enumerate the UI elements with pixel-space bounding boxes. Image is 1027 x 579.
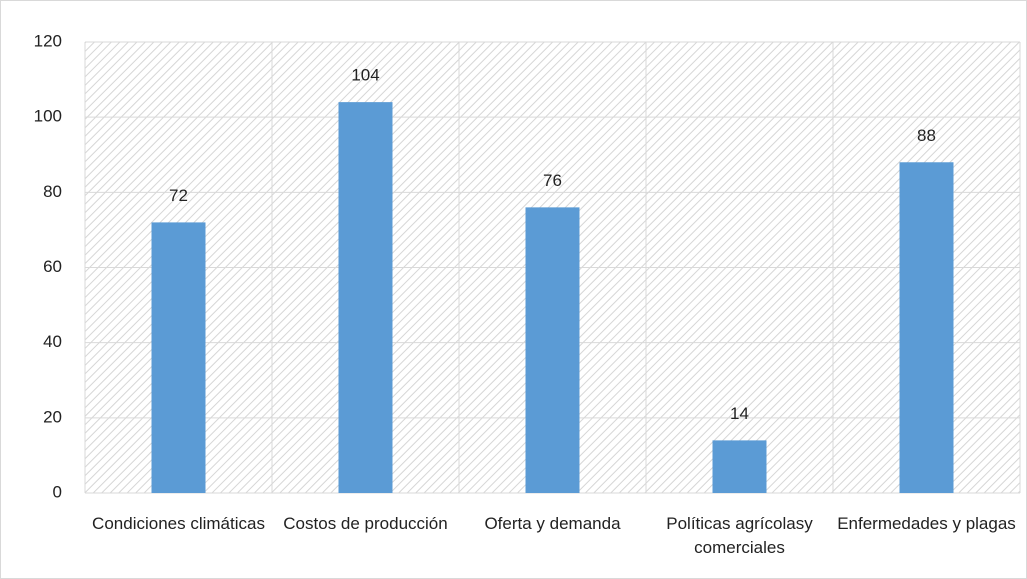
data-label: 104 [351,66,379,85]
bar [899,162,954,493]
bar [151,222,206,493]
x-tick-label: Costos de producción [283,514,448,533]
x-tick-label: Oferta y demanda [484,514,621,533]
x-tick-label: Políticas agrícolasy comerciales [666,514,813,557]
bar [712,440,767,493]
y-tick-label: 20 [43,407,62,426]
y-tick-label: 120 [34,31,62,50]
data-label: 72 [169,186,188,205]
x-tick-label: Condiciones climáticas [92,514,265,533]
data-label: 76 [543,171,562,190]
data-label: 88 [917,126,936,145]
y-tick-label: 0 [53,482,62,501]
bar [338,102,393,493]
x-tick-label: Enfermedades y plagas [837,514,1016,533]
y-tick-label: 80 [43,182,62,201]
y-tick-label: 100 [34,107,62,126]
bar [525,207,580,493]
y-tick-label: 40 [43,332,62,351]
y-tick-label: 60 [43,257,62,276]
data-label: 14 [730,404,749,423]
